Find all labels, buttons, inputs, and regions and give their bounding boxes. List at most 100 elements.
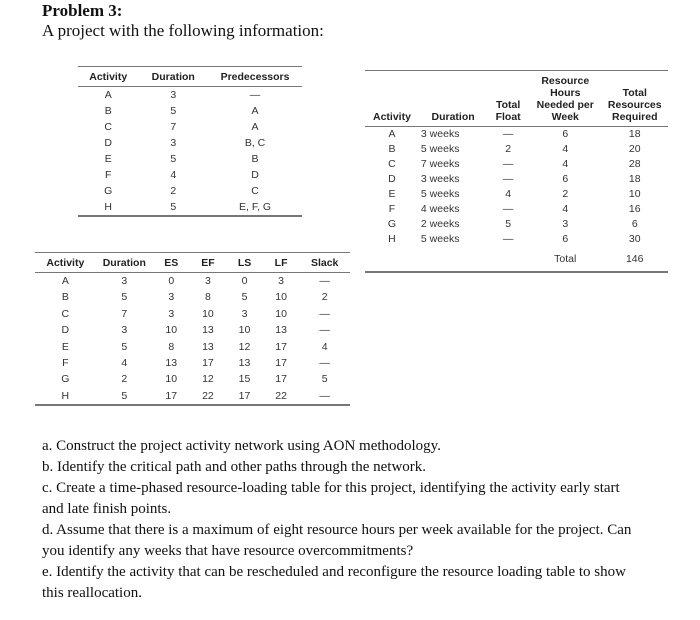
table-row: H 5 weeks — 6 30 <box>365 232 668 247</box>
table-cell: C <box>104 121 112 133</box>
table-cell: A <box>388 128 396 140</box>
table-cell: 3 <box>204 275 211 287</box>
table-cell: 5 <box>321 373 328 386</box>
table-cell: 10 <box>202 307 214 320</box>
table-cell: 5 weeks <box>420 143 460 155</box>
table-cell: 10 <box>165 324 178 337</box>
table-row: G 2 weeks 5 3 6 <box>365 217 668 232</box>
schedule-table: Activity Duration ES EF LS LF Slack A 3 0 3 0 3— B 5 3 8… <box>35 252 350 407</box>
table-cell: B, C <box>244 137 266 149</box>
column-header: LF <box>262 252 300 273</box>
table-cell: 5 weeks <box>420 188 460 200</box>
problem-intro: A project with the following information… <box>42 21 324 40</box>
table-cell: 3 <box>170 137 177 149</box>
table-cell: E <box>388 188 396 200</box>
table-cell: 10 <box>275 291 287 304</box>
table-cell: 5 <box>121 389 128 402</box>
table-cell: 6 <box>562 128 569 140</box>
table-cell: 4 <box>562 158 569 170</box>
column-header: Total Float <box>487 70 530 127</box>
table-cell: 4 <box>321 340 328 353</box>
table-cell: H <box>104 201 112 213</box>
table-cell: D <box>251 169 259 181</box>
table-cell: 13 <box>202 324 214 337</box>
table-cell: 3 <box>241 307 248 320</box>
table-cell: 7 weeks <box>420 158 460 170</box>
table-cell: 17 <box>238 389 251 402</box>
table-cell: 18 <box>628 128 641 140</box>
table-row: C 7 A <box>78 119 302 135</box>
table-cell: 22 <box>202 389 214 402</box>
table-cell: E, F, G <box>238 201 272 213</box>
table-row: A 3 0 3 0 3 — <box>35 273 350 290</box>
table-row: H 5 17 22 17 22 — <box>35 388 350 405</box>
question-item: c. Create a time-phased resource-loading… <box>42 480 620 517</box>
column-header: Predecessors <box>208 66 302 87</box>
column-header: LS <box>226 252 263 273</box>
table-cell: A <box>104 89 112 101</box>
table-row: D 3 weeks — 6 18 <box>365 172 668 187</box>
table-cell: 8 <box>168 340 175 353</box>
table-cell: 5 weeks <box>420 233 460 245</box>
table-row: A 3 — <box>78 87 302 104</box>
table-cell: 12 <box>202 373 214 386</box>
problem-title: Problem 3: <box>42 1 123 20</box>
table-row: G 2 C <box>78 183 302 199</box>
table-cell: 4 <box>505 188 512 200</box>
table-cell: 16 <box>628 203 641 215</box>
table-cell: 4 <box>170 169 177 181</box>
table-cell: 7 <box>170 121 177 133</box>
table-cell: C <box>61 307 70 320</box>
table-cell: 18 <box>628 173 641 185</box>
table-cell: 5 <box>170 153 177 165</box>
column-header: EF <box>189 252 227 273</box>
table-row: F 4 D <box>78 167 302 183</box>
table-cell: — <box>502 158 514 170</box>
table-cell: 3 <box>170 89 177 101</box>
table-cell: 15 <box>238 373 251 386</box>
table-cell: A <box>251 105 259 117</box>
column-header: Duration <box>138 66 209 87</box>
question-item: d. Assume that there is a maximum of eig… <box>42 522 632 559</box>
table-cell: 22 <box>275 389 287 402</box>
table-cell: 3 <box>278 275 284 287</box>
table-cell: 4 weeks <box>420 203 460 215</box>
table-cell: B <box>251 153 259 165</box>
column-header: Total Resources Required <box>601 70 668 127</box>
table-cell: G <box>61 373 70 386</box>
table-row: G 2 10 12 15 17 5 <box>35 371 350 387</box>
table-cell: 20 <box>628 143 641 155</box>
table-cell: 10 <box>275 307 287 320</box>
table-cell: 17 <box>202 357 214 370</box>
table-cell: 7 <box>121 307 128 320</box>
table-cell: — <box>249 89 261 101</box>
table-cell: 3 <box>121 275 128 287</box>
table-cell: A <box>251 121 259 133</box>
table-row: F 4 weeks — 4 16 <box>365 202 668 217</box>
column-header: Resource Hours Needed per Week <box>529 70 602 127</box>
table-cell: 3 <box>168 307 175 320</box>
table-cell: 5 <box>241 291 248 304</box>
table-cell: — <box>502 128 514 140</box>
blank-cell <box>487 247 529 272</box>
table-row: E 5 B <box>78 151 302 167</box>
table-cell: 2 <box>121 373 128 386</box>
table-cell: A <box>61 275 69 287</box>
table-row: D 3 B, C <box>78 135 302 151</box>
table-cell: 5 <box>170 105 177 117</box>
table-cell: 3 weeks <box>420 173 460 185</box>
table-cell: 4 <box>562 143 569 155</box>
table-cell: — <box>319 275 330 287</box>
table-cell: 5 <box>170 201 177 213</box>
table-cell: — <box>319 307 330 320</box>
table-cell: 17 <box>275 340 287 353</box>
table-cell: D <box>104 137 112 149</box>
table-cell: — <box>319 357 330 370</box>
table-cell: H <box>61 389 70 402</box>
table-cell: G <box>104 185 113 197</box>
table-cell: 6 <box>562 233 569 245</box>
table-cell: 8 <box>204 291 211 304</box>
table-cell: 2 <box>170 185 177 197</box>
table-cell: B <box>61 291 69 304</box>
table-cell: 4 <box>562 203 569 215</box>
